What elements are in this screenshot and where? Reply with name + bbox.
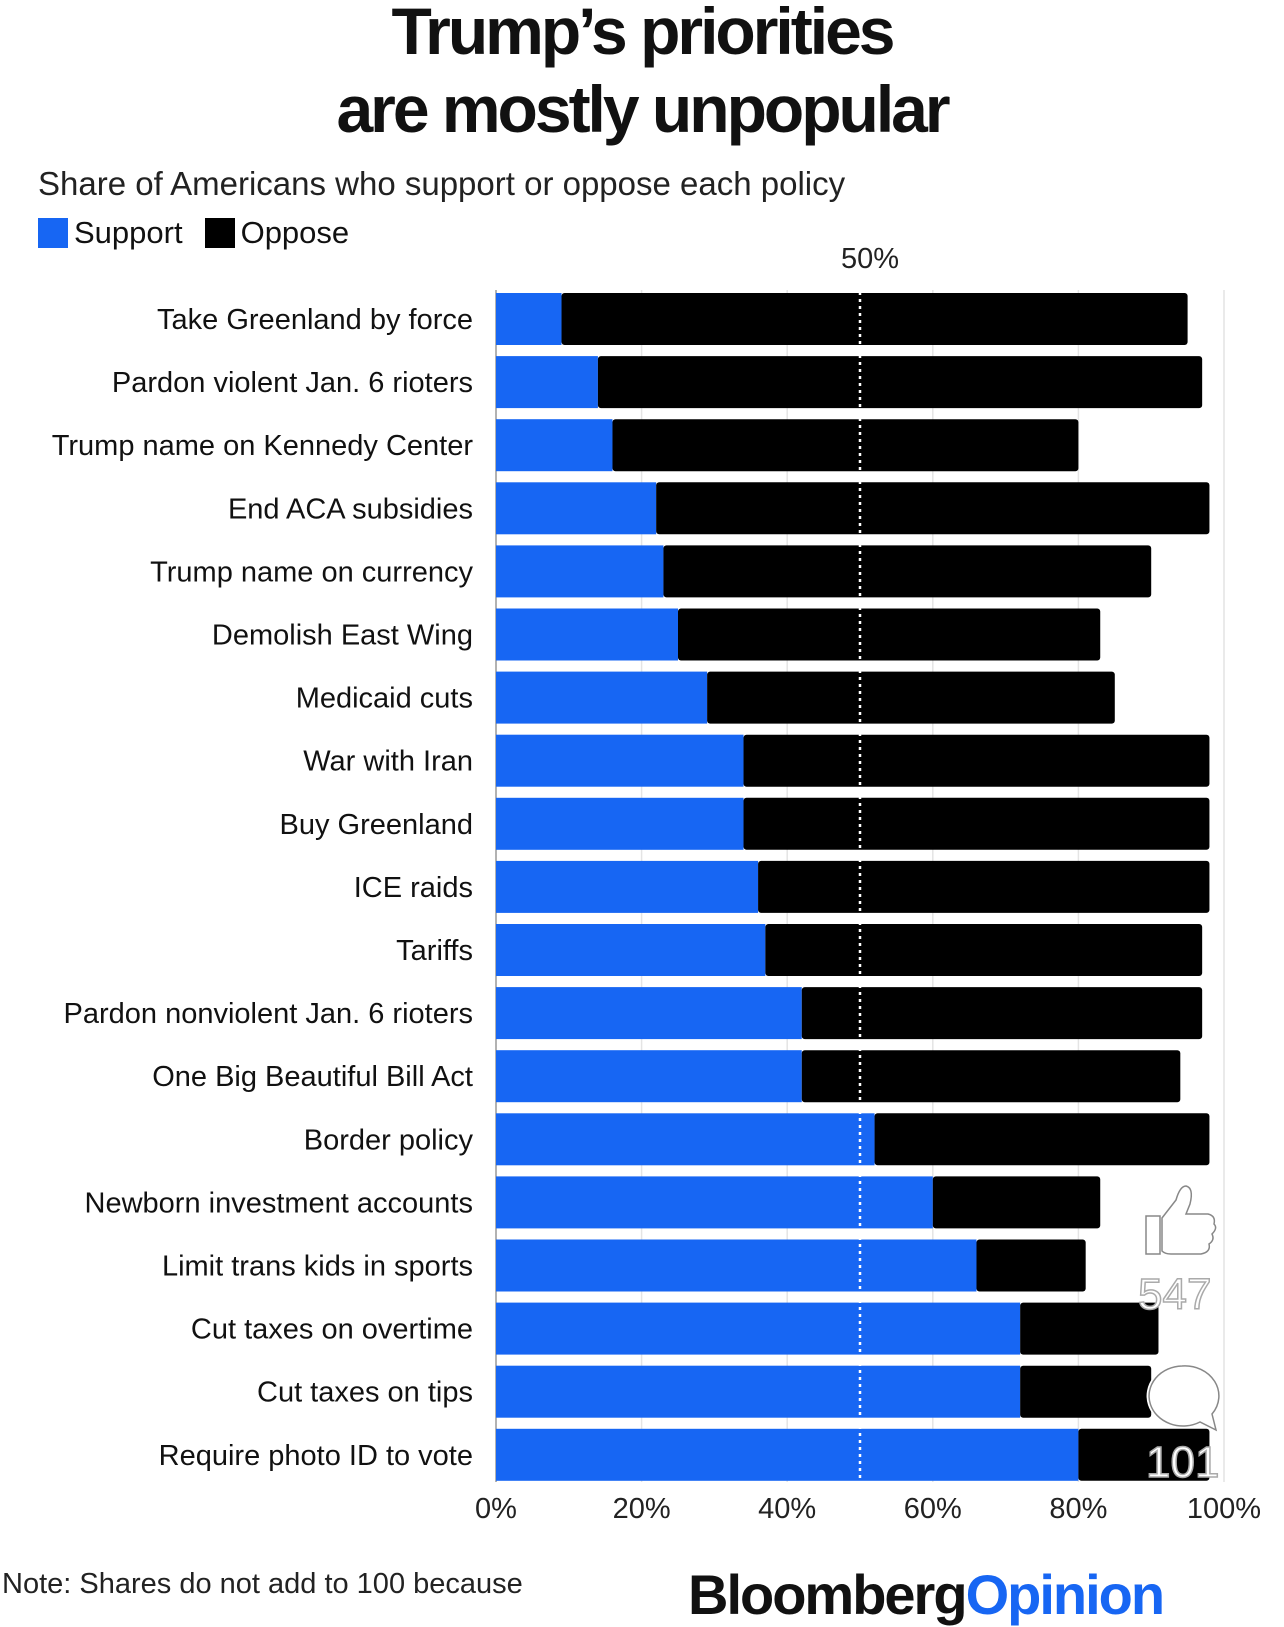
x-tick-label: 80% [1049,1493,1107,1525]
category-label: Take Greenland by force [157,304,473,336]
category-label: ICE raids [354,872,473,904]
bar-oppose [765,924,1203,976]
bar-support [496,545,664,598]
reference-line-label: 50% [841,243,899,275]
category-label: War with Iran [303,746,473,778]
legend-oppose: Oppose [204,215,350,251]
category-label: Cut taxes on overtime [191,1314,473,1346]
bar-support [496,1239,977,1292]
bar-support [496,293,562,345]
bloomberg-opinion-logo: BloombergOpinion [688,1562,1166,1627]
category-label: End ACA subsidies [228,493,473,525]
category-label: Require photo ID to vote [159,1440,473,1472]
category-label: Pardon nonviolent Jan. 6 rioters [64,998,473,1030]
bar-oppose [663,545,1152,598]
legend-support: Support [38,215,183,251]
title-line-2: are mostly unpopular [336,72,950,146]
bar-support [496,797,744,850]
legend-swatch-support [38,218,68,248]
comment-count: 101 [1145,1438,1220,1487]
bar-support [496,419,613,472]
bar-oppose [1020,1365,1152,1418]
bar-support [496,1428,1079,1481]
category-label: Medicaid cuts [296,683,473,715]
legend-swatch-oppose [204,218,235,248]
bar-support [496,356,598,409]
bar-oppose [801,1050,1181,1103]
chart-subtitle: Share of Americans who support or oppose… [38,165,846,202]
bar-oppose [801,987,1203,1040]
bar-oppose [743,734,1210,787]
bar-oppose [758,860,1210,913]
category-label: Newborn investment accounts [85,1187,473,1219]
bar-support [496,671,708,724]
legend-label-oppose: Oppose [240,215,350,250]
bar-oppose [707,671,1115,724]
bar-support [496,734,744,787]
title-line-1: Trump’s priorities [391,0,895,68]
bar-support [496,1176,933,1229]
category-label: Trump name on Kennedy Center [52,430,474,462]
category-label: Limit trans kids in sports [162,1251,473,1283]
bar-oppose [561,293,1188,345]
bar-support [496,1113,875,1166]
logo-part2: Opinion [965,1563,1166,1626]
bar-oppose [874,1113,1210,1166]
bar-support [496,482,657,535]
chart-title: Trump’s priorities are mostly unpopular [0,0,1284,148]
category-label: Demolish East Wing [212,620,473,652]
x-tick-label: 60% [904,1493,962,1525]
logo-part1: Bloomberg [688,1563,968,1626]
bar-support [496,608,678,661]
category-label: Pardon violent Jan. 6 rioters [112,367,473,399]
bar-oppose [743,797,1210,850]
category-label: One Big Beautiful Bill Act [152,1061,473,1093]
bar-support [496,860,759,913]
like-count: 547 [1137,1270,1212,1319]
bar-oppose [612,419,1079,472]
category-label: Tariffs [396,935,473,967]
bar-support [496,1050,802,1103]
x-tick-label: 0% [475,1493,517,1525]
bar-oppose [1020,1302,1159,1355]
bar-oppose [678,608,1101,661]
category-label: Cut taxes on tips [257,1377,473,1409]
category-label: Trump name on currency [150,556,473,588]
x-tick-label: 100% [1187,1493,1261,1525]
comment-icon[interactable] [1140,1358,1224,1442]
x-tick-label: 40% [758,1493,816,1525]
bar-oppose [597,356,1203,409]
bar-support [496,1365,1021,1418]
bar-oppose [656,482,1210,535]
bar-oppose [976,1239,1086,1292]
x-tick-label: 20% [613,1493,671,1525]
bar-support [496,1302,1021,1355]
bar-oppose [1078,1428,1210,1481]
category-label: Buy Greenland [280,809,473,841]
chart-note: Note: Shares do not add to 100 because [2,1568,523,1600]
legend-label-support: Support [74,215,183,250]
bar-support [496,987,802,1040]
bar-oppose [932,1176,1101,1229]
thumbs-up-icon[interactable] [1140,1180,1224,1264]
bar-support [496,924,766,976]
legend: Support Oppose [38,215,371,251]
category-label: Border policy [304,1124,474,1156]
